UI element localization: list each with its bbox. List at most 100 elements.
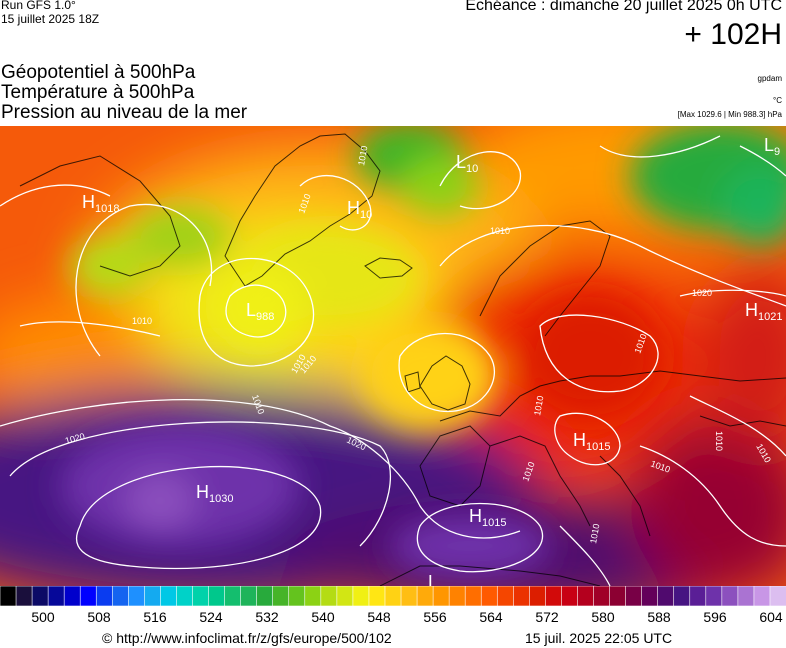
color-scale-tick-label: 548 xyxy=(367,609,391,625)
isobar-label: 1010 xyxy=(588,523,601,544)
pressure-center-3: L10 xyxy=(456,152,478,175)
isobar-label: 1010 xyxy=(132,316,152,326)
pressure-center-6: H1021 xyxy=(745,300,782,323)
color-scale-cell xyxy=(400,586,418,606)
color-scale-cell xyxy=(176,586,194,606)
color-scale-cell xyxy=(641,586,659,606)
color-scale-cell xyxy=(480,586,499,606)
pressure-range-label: [Max 1029.6 | Min 988.3] hPa xyxy=(677,110,782,119)
color-scale-cell xyxy=(208,586,226,606)
color-scale-tick-label: 596 xyxy=(703,609,727,625)
color-scale-cell xyxy=(513,586,531,606)
parameter-pressure: Pression au niveau de la mer xyxy=(1,102,248,123)
color-scale-cell xyxy=(256,586,274,606)
color-scale-cell xyxy=(416,586,434,606)
color-scale-tick-label: 556 xyxy=(423,609,447,625)
parameter-geopotential: Géopotentiel à 500hPa xyxy=(1,62,196,83)
color-scale-cell xyxy=(240,586,258,606)
color-scale-cell xyxy=(384,586,402,606)
forecast-validity-label: Echéance : dimanche 20 juillet 2025 0h U… xyxy=(465,0,782,14)
coastlines xyxy=(19,133,786,586)
lead-time-label: + 102H xyxy=(684,18,782,51)
weather-map-svg: H1018 H10 L10 L9 L988 H1021 H1015 H1030 … xyxy=(0,126,786,586)
isobar-label: 1010 xyxy=(356,145,369,166)
color-scale-cell xyxy=(160,586,178,606)
color-scale-cell xyxy=(705,586,723,606)
pressure-centers: H1018 H10 L10 L9 L988 H1021 H1015 H1030 … xyxy=(82,135,782,586)
color-scale-tick-label: 532 xyxy=(255,609,279,625)
color-scale-cell xyxy=(31,586,50,606)
color-scale-cell xyxy=(448,586,467,606)
parameter-temperature: Température à 500hPa xyxy=(1,82,195,103)
color-scale-cell xyxy=(95,586,114,606)
color-scale-cell xyxy=(288,586,306,606)
isobar-label: 1010 xyxy=(714,431,724,451)
color-scale-tick-label: 540 xyxy=(311,609,335,625)
generation-time-label: 15 juil. 2025 22:05 UTC xyxy=(525,630,673,646)
color-scale-cell xyxy=(144,586,162,606)
color-scale-tick-label: 564 xyxy=(479,609,503,625)
color-scale-tick-label: 500 xyxy=(31,609,55,625)
geopotential-field xyxy=(0,126,786,586)
color-scale-cell xyxy=(368,586,386,606)
color-scale-cell xyxy=(673,586,691,606)
color-scale-cell xyxy=(320,586,338,606)
color-scale-tick-label: 604 xyxy=(759,609,783,625)
color-scale-tick-label: 524 xyxy=(199,609,223,625)
color-scale-cell xyxy=(657,586,675,606)
color-scale-cell xyxy=(432,586,451,606)
color-scale-cell xyxy=(753,586,771,606)
pressure-center-7: H1015 xyxy=(573,430,610,453)
isobar-label: 1010 xyxy=(490,226,510,236)
pressure-center-10: L xyxy=(428,572,438,586)
color-scale-cell xyxy=(737,586,755,606)
color-scale-tick-label: 508 xyxy=(87,609,111,625)
copyright-label: © http://www.infoclimat.fr/z/gfs/europe/… xyxy=(102,630,392,646)
color-scale-cell xyxy=(79,586,98,606)
pressure-center-2: H10 xyxy=(347,198,372,221)
color-scale-cell xyxy=(561,586,579,606)
isobars xyxy=(0,135,786,586)
weather-map: H1018 H10 L10 L9 L988 H1021 H1015 H1030 … xyxy=(0,126,786,586)
color-scale-cell xyxy=(47,586,66,606)
color-scale-cell xyxy=(593,586,611,606)
color-scale-ticks: 500 508 516 524 532 540 548 556 564 572 580 588 596 6… xyxy=(0,609,786,627)
pressure-center-9: H1015 xyxy=(469,506,506,529)
color-scale-cell xyxy=(272,586,290,606)
color-scale-cell xyxy=(689,586,707,606)
pressure-center-4: L9 xyxy=(764,135,780,158)
color-scale-cell xyxy=(63,586,82,606)
color-scale-cell xyxy=(0,586,17,606)
color-scale-cell xyxy=(625,586,643,606)
color-scale-tick-label: 572 xyxy=(535,609,559,625)
color-scale-cell xyxy=(769,586,786,606)
color-scale-cell xyxy=(111,586,130,606)
pressure-center-8: H1030 xyxy=(196,482,233,505)
color-scale-cell xyxy=(192,586,210,606)
unit-geopotential: gpdam xyxy=(757,74,782,83)
run-date-label: 15 juillet 2025 18Z xyxy=(1,12,100,26)
color-scale-cell xyxy=(128,586,146,606)
color-scale-cell xyxy=(224,586,242,606)
isobar-label: 1020 xyxy=(692,288,712,298)
color-scale-cell xyxy=(721,586,739,606)
color-scale-cell xyxy=(545,586,563,606)
isobar-label: 1010 xyxy=(532,395,545,416)
run-model-label: Run GFS 1.0° xyxy=(1,0,76,12)
color-scale-cell xyxy=(577,586,595,606)
color-scale-cell xyxy=(464,586,483,606)
color-scale-tick-label: 580 xyxy=(591,609,615,625)
color-scale-cell xyxy=(609,586,627,606)
color-scale-cell xyxy=(529,586,547,606)
pressure-center-5: L988 xyxy=(246,300,274,323)
color-scale-tick-label: 516 xyxy=(143,609,167,625)
pressure-center-1: H1018 xyxy=(82,192,119,215)
color-scale-cell xyxy=(15,586,33,606)
color-scale-cell xyxy=(336,586,354,606)
color-scale-bar xyxy=(0,586,786,606)
color-scale-cell xyxy=(496,586,515,606)
color-scale-cell xyxy=(352,586,370,606)
color-scale-cell xyxy=(304,586,322,606)
unit-temperature: °C xyxy=(773,96,782,105)
color-scale-tick-label: 588 xyxy=(647,609,671,625)
